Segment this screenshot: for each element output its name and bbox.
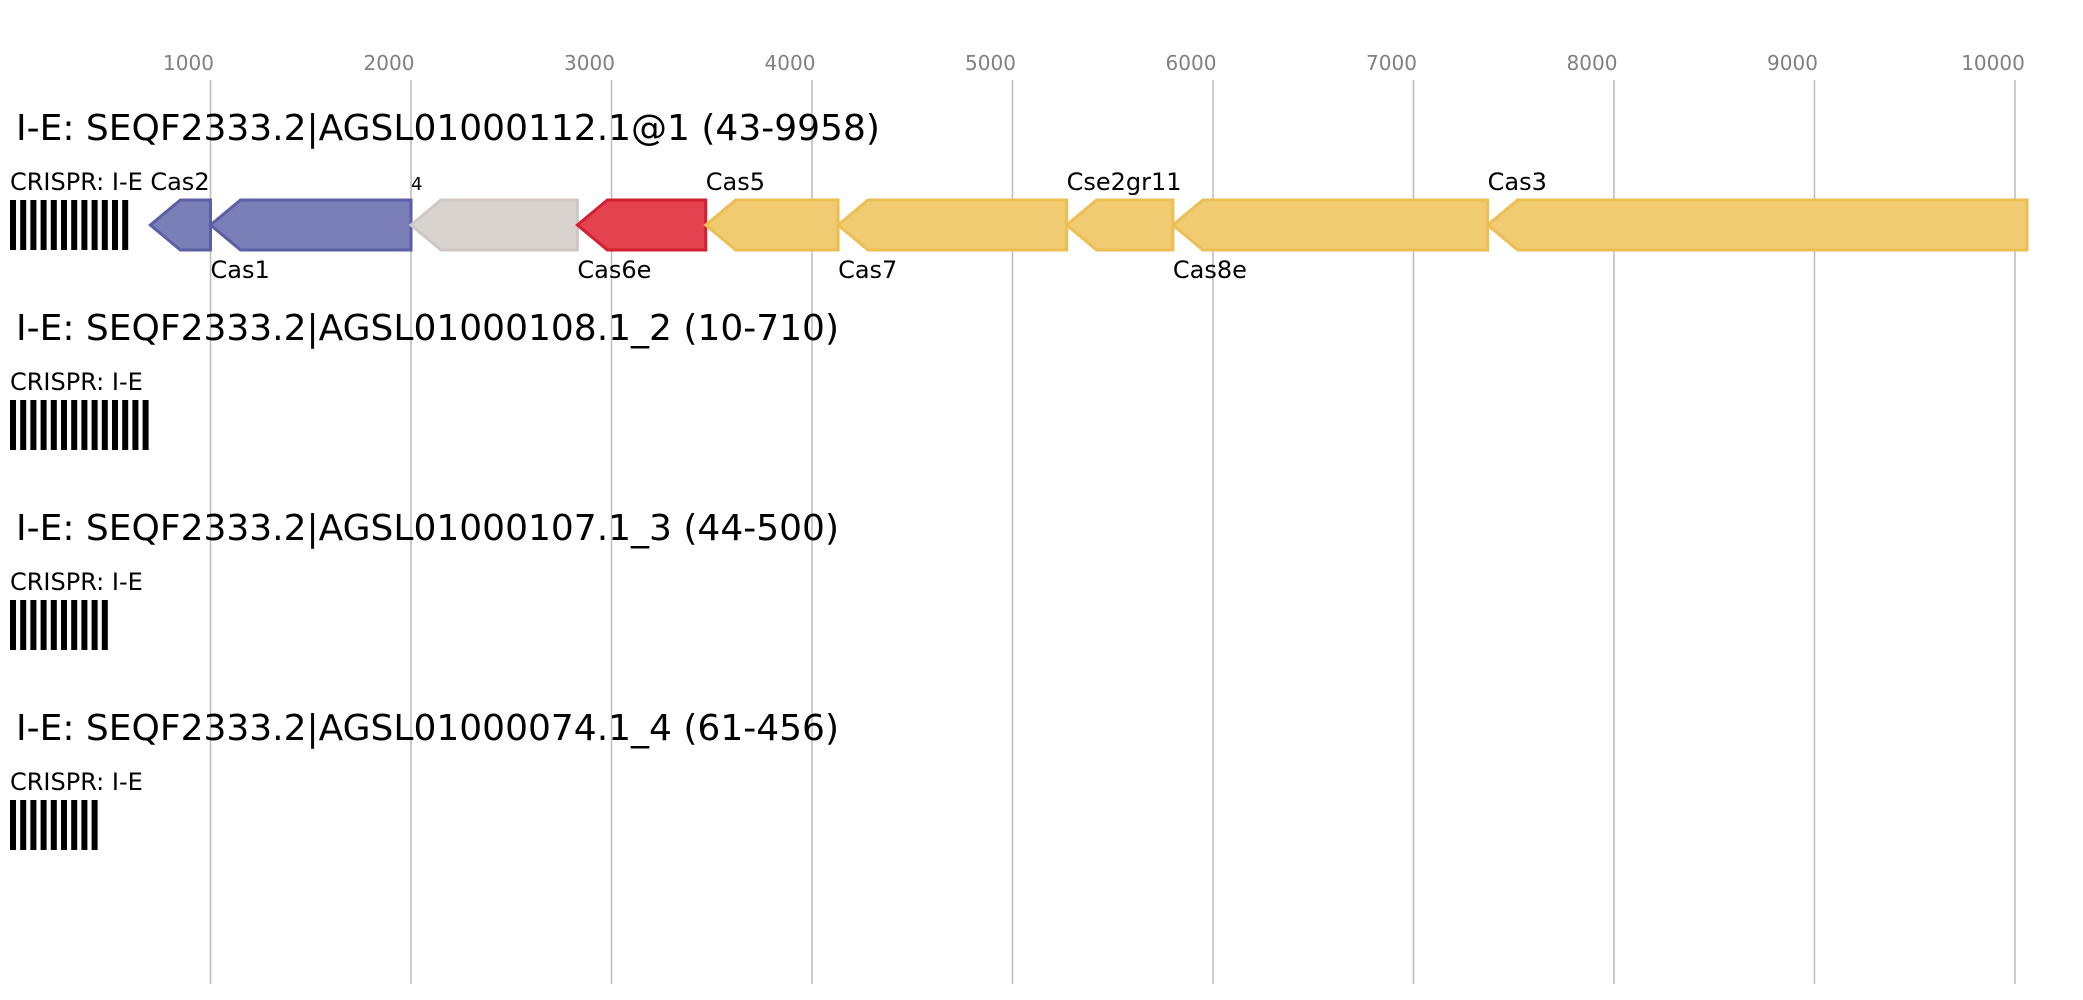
crispr-repeat: [71, 200, 78, 250]
crispr-repeat: [10, 800, 16, 850]
crispr-array: [10, 400, 149, 450]
gene-label: Cse2gr11: [1067, 168, 1182, 196]
crispr-repeat: [61, 600, 67, 650]
gene-label: Cas6e: [577, 256, 651, 284]
gene-arrow-cas2: [148, 198, 212, 252]
tick-label: 5000: [965, 51, 1016, 75]
tick-label: 2000: [364, 51, 415, 75]
gene-label: Cas5: [706, 168, 765, 196]
gene-label: 4: [411, 174, 422, 195]
crispr-repeat: [91, 600, 98, 650]
tick-label: 4000: [765, 51, 816, 75]
crispr-repeat: [71, 800, 78, 850]
crispr-repeat: [50, 800, 57, 850]
tick-label: 7000: [1366, 51, 1417, 75]
crispr-repeat: [112, 400, 118, 450]
gene-label: Cas8e: [1173, 256, 1247, 284]
crispr-repeat: [122, 200, 129, 250]
tick-label: 6000: [1166, 51, 1217, 75]
crispr-repeat: [30, 800, 37, 850]
gene-arrow-cas8e: [1170, 198, 1490, 252]
crispr-repeat: [71, 400, 78, 450]
crispr-repeat: [61, 200, 67, 250]
crispr-repeat: [81, 600, 88, 650]
crispr-array: [10, 800, 98, 850]
tick-label: 3000: [564, 51, 615, 75]
tick-label: 10000: [1961, 51, 2025, 75]
gene-arrow-cas6e: [575, 198, 708, 252]
crispr-repeat: [50, 200, 57, 250]
crispr-repeat: [122, 400, 129, 450]
axis-tick-labels: 1000 2000 3000 4000 5000 6000 7000 8000 9000 1000…: [163, 51, 2025, 75]
gene-label: Cas7: [838, 256, 897, 284]
gene-label: Cas1: [211, 256, 270, 284]
gene-label: Cas3: [1488, 168, 1547, 196]
crispr-repeat: [50, 600, 57, 650]
crispr-repeat: [10, 400, 16, 450]
crispr-repeat: [81, 200, 88, 250]
crispr-repeat: [40, 400, 47, 450]
crispr-repeat: [30, 200, 37, 250]
crispr-repeat: [81, 800, 88, 850]
locus-title: I-E: SEQF2333.2|AGSL01000108.1_2 (10-710…: [16, 308, 839, 349]
crispr-repeat: [61, 400, 67, 450]
gene-arrow-cas3: [1485, 198, 2029, 252]
locus-track: I-E: SEQF2333.2|AGSL01000112.1@1 (43-995…: [10, 108, 2029, 284]
locus-title: I-E: SEQF2333.2|AGSL01000112.1@1 (43-995…: [16, 108, 880, 149]
crispr-repeat: [81, 400, 88, 450]
crispr-repeat: [40, 200, 47, 250]
locus-title: I-E: SEQF2333.2|AGSL01000107.1_3 (44-500…: [16, 508, 839, 549]
crispr-repeat: [20, 800, 27, 850]
crispr-repeat: [91, 400, 98, 450]
crispr-repeat: [20, 200, 27, 250]
locus-track: I-E: SEQF2333.2|AGSL01000074.1_4 (61-456…: [10, 708, 839, 850]
crispr-repeat: [61, 800, 67, 850]
gene-arrow-cas5: [703, 198, 840, 252]
crispr-repeat: [50, 400, 57, 450]
gene-arrow-4: [408, 198, 579, 252]
crispr-label: CRISPR: I-E: [10, 568, 143, 596]
crispr-repeat: [101, 400, 108, 450]
gene-arrow-cas7: [835, 198, 1069, 252]
crispr-repeat: [30, 600, 37, 650]
crispr-repeat: [10, 600, 16, 650]
crispr-repeat: [10, 200, 16, 250]
crispr-repeat: [71, 600, 78, 650]
crispr-repeat: [20, 600, 27, 650]
crispr-repeat: [40, 800, 47, 850]
crispr-repeat: [91, 200, 98, 250]
crispr-repeat: [101, 200, 108, 250]
tick-label: 9000: [1767, 51, 1818, 75]
gene-label: Cas2: [150, 168, 209, 196]
gene-arrow-cas1: [208, 198, 413, 252]
locus-track: I-E: SEQF2333.2|AGSL01000107.1_3 (44-500…: [10, 508, 839, 650]
locus-track: I-E: SEQF2333.2|AGSL01000108.1_2 (10-710…: [10, 308, 839, 450]
crispr-label: CRISPR: I-E: [10, 368, 143, 396]
crispr-label: CRISPR: I-E: [10, 168, 143, 196]
crispr-repeat: [142, 400, 149, 450]
gene-arrow-cse2gr11: [1064, 198, 1175, 252]
crispr-repeat: [112, 200, 118, 250]
tick-label: 8000: [1567, 51, 1618, 75]
crispr-repeat: [30, 400, 37, 450]
tick-label: 1000: [163, 51, 214, 75]
crispr-label: CRISPR: I-E: [10, 768, 143, 796]
loci-tracks: I-E: SEQF2333.2|AGSL01000112.1@1 (43-995…: [10, 108, 2029, 850]
crispr-repeat: [91, 800, 98, 850]
crispr-repeat: [132, 400, 139, 450]
crispr-repeat: [101, 600, 108, 650]
crispr-repeat: [40, 600, 47, 650]
crispr-array: [10, 200, 129, 250]
locus-title: I-E: SEQF2333.2|AGSL01000074.1_4 (61-456…: [16, 708, 839, 749]
crispr-array: [10, 600, 108, 650]
crispr-repeat: [20, 400, 27, 450]
